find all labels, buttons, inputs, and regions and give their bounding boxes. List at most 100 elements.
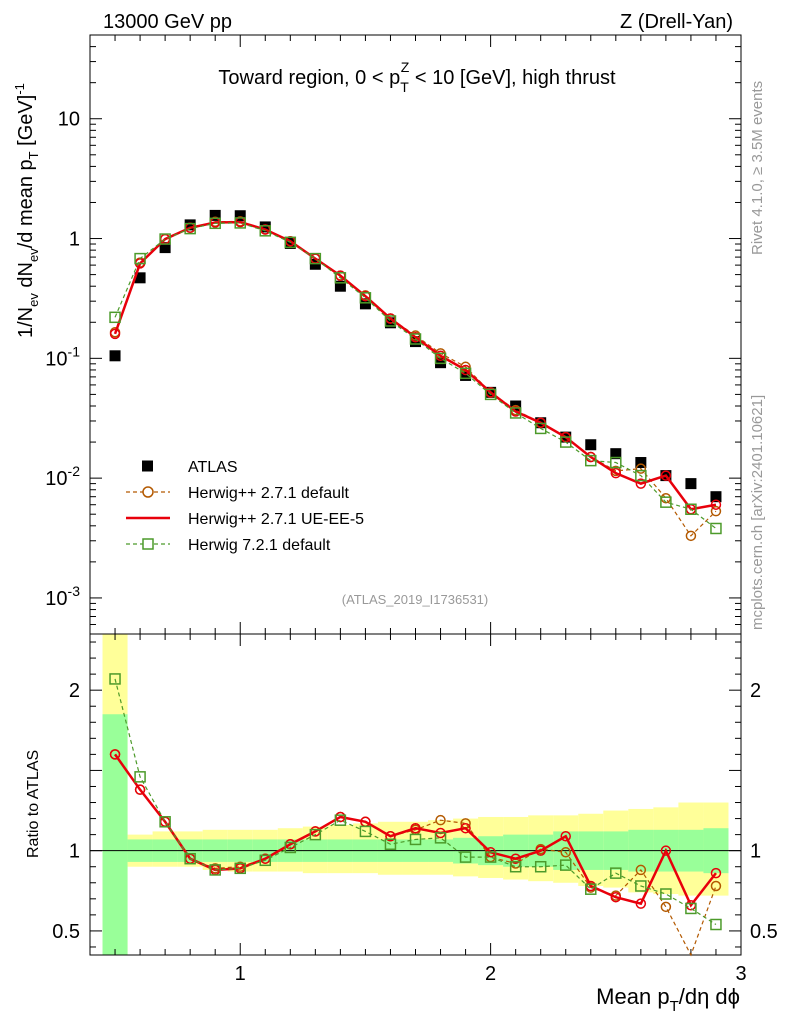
series-marker xyxy=(685,503,697,515)
series-marker xyxy=(585,454,597,467)
header-left: 13000 GeV pp xyxy=(103,11,232,33)
series-ratio-marker xyxy=(610,867,622,879)
series-marker xyxy=(635,469,647,482)
atlas-point xyxy=(234,210,246,222)
ratio-tick-label-right: 2 xyxy=(750,680,761,702)
series-marker xyxy=(109,328,121,340)
series-marker xyxy=(685,530,697,542)
series-ratio-marker xyxy=(159,816,171,828)
atlas-point xyxy=(610,448,622,460)
legend-marker xyxy=(142,486,154,498)
series-marker xyxy=(509,407,522,419)
series-ratio-marker xyxy=(534,860,547,873)
series-ratio-marker xyxy=(559,859,572,871)
chart-title: Toward region, 0 < pTZ < 10 [GeV], high … xyxy=(218,59,616,95)
series-marker xyxy=(635,478,647,489)
x-tick-label: 1 xyxy=(235,963,246,985)
series-ratio-marker xyxy=(284,841,297,854)
series-marker xyxy=(534,422,547,435)
legend-label: Herwig++ 2.7.1 default xyxy=(188,485,350,502)
series-ratio-marker xyxy=(710,880,722,892)
y-tick-label: 1 xyxy=(69,229,80,251)
analysis-label: (ATLAS_2019_I1736531) xyxy=(342,592,488,607)
series-marker xyxy=(184,222,196,235)
atlas-point xyxy=(585,439,597,451)
series-marker xyxy=(434,352,447,365)
series-ratio-marker xyxy=(685,902,697,915)
atlas-point xyxy=(134,272,146,284)
mcplots-label: mcplots.cern.ch [arXiv:2401.10621] xyxy=(749,395,766,630)
y-tick-label: 10-1 xyxy=(45,343,80,370)
series-herwig-2-7-1-ue-ee-5 xyxy=(109,216,722,911)
series-ratio-marker xyxy=(385,830,396,842)
series-ratio-marker xyxy=(660,901,672,913)
y-axis-label: 1/Nev dNev/d mean pT [GeV]-1 xyxy=(12,83,41,338)
series-ratio-marker xyxy=(510,853,521,864)
series-marker xyxy=(409,333,422,345)
legend-label: ATLAS xyxy=(188,459,238,476)
series-marker xyxy=(134,252,146,265)
ratio-tick-label: 2 xyxy=(69,680,80,702)
series-ratio-marker xyxy=(309,828,322,841)
header-right: Z (Drell-Yan) xyxy=(620,11,733,33)
series-ratio-marker xyxy=(710,867,722,879)
series-line xyxy=(114,222,717,529)
series-marker xyxy=(334,272,347,284)
y-tick-label: 10-2 xyxy=(45,463,80,490)
series-ratio-marker xyxy=(109,673,121,685)
series-ratio-marker xyxy=(660,888,672,900)
series-ratio-marker xyxy=(384,838,397,851)
series-ratio-marker xyxy=(635,898,647,909)
series-ratio-marker xyxy=(610,891,622,903)
series-ratio-marker xyxy=(234,862,246,875)
series-marker xyxy=(259,225,272,237)
ratio-tick-label-right: 1 xyxy=(750,841,761,863)
series-ratio-marker xyxy=(710,918,722,931)
series-ratio-marker xyxy=(109,749,121,760)
series-ratio-marker xyxy=(585,883,597,895)
series-ratio-marker xyxy=(635,864,647,876)
atlas-point xyxy=(359,298,371,310)
atlas-point xyxy=(184,219,196,231)
series-ratio-marker xyxy=(459,851,472,863)
atlas-point xyxy=(109,350,121,362)
x-axis-label: Mean pT/dη dϕ xyxy=(596,984,740,1015)
series-ratio-marker xyxy=(635,880,647,892)
series-ratio-marker xyxy=(509,860,522,873)
series-ratio-marker xyxy=(410,822,421,834)
series-marker xyxy=(484,388,497,401)
series-ratio-marker xyxy=(134,771,146,783)
atlas-point xyxy=(259,221,271,233)
atlas-point xyxy=(710,491,722,503)
rivet-label: Rivet 4.1.0, ≥ 3.5M events xyxy=(749,81,766,255)
series-ratio-marker xyxy=(359,825,372,838)
series-marker xyxy=(159,233,171,245)
series-ratio-marker xyxy=(484,851,497,863)
series-ratio-marker xyxy=(660,845,672,856)
series-ratio-marker xyxy=(259,854,272,867)
series-marker xyxy=(284,236,297,249)
series-ratio-line xyxy=(114,678,717,926)
legend-label: Herwig++ 2.7.1 UE-EE-5 xyxy=(188,511,364,528)
ratio-tick-label: 0.5 xyxy=(52,921,80,943)
x-tick-label: 2 xyxy=(485,963,496,985)
legend-marker xyxy=(142,538,154,550)
series-marker xyxy=(610,467,622,479)
series-marker xyxy=(660,496,672,508)
atlas-point xyxy=(209,209,221,221)
legend-marker-atlas xyxy=(142,460,153,472)
series-marker xyxy=(635,463,647,474)
atlas-point xyxy=(159,242,171,254)
series-ratio-marker xyxy=(535,845,546,856)
series-ratio-marker xyxy=(409,833,422,846)
ratio-tick-label-right: 0.5 xyxy=(750,921,778,943)
axes: 1 2 3 10-3 10-2 10-1 1 10 0.5 0.5 1 1 2 2 xyxy=(45,34,778,985)
series-marker xyxy=(710,522,722,535)
series-marker xyxy=(234,217,246,229)
y-tick-label: 10 xyxy=(58,109,80,131)
series-marker xyxy=(610,456,622,469)
series-marker xyxy=(109,311,121,324)
y-tick-label: 10-3 xyxy=(45,583,80,610)
series-marker xyxy=(459,367,472,380)
